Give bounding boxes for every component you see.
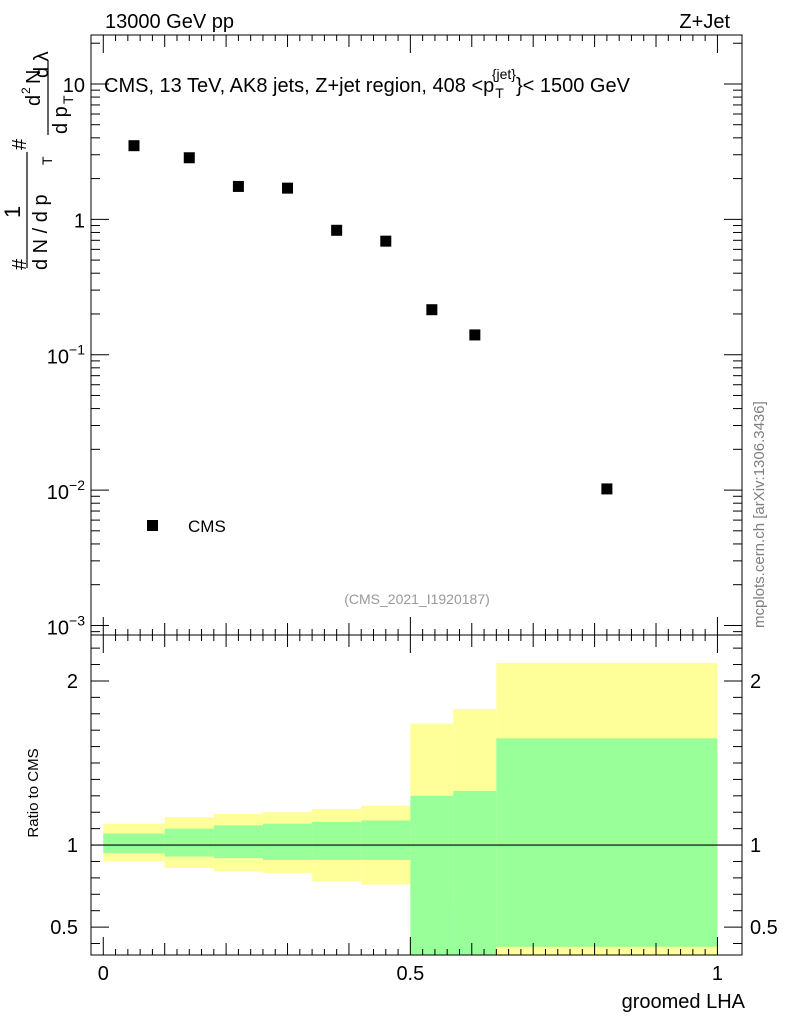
data-point — [469, 329, 481, 341]
stat-band-bin — [361, 820, 411, 860]
svg-text:T: T — [60, 95, 76, 104]
ratio-x-tick-labels: 0 0.5 1 — [98, 963, 723, 985]
main-y-tick-labels: 10 1 10−1 10−2 10−3 — [47, 75, 85, 639]
svg-text:N: N — [23, 70, 45, 84]
svg-text:#: # — [9, 138, 31, 150]
ratio-y-tick-label: 0.5 — [50, 917, 78, 939]
data-point — [601, 483, 613, 495]
ratio-y-tick-label-right: 1 — [750, 835, 761, 857]
main-y-tick-label: 10−1 — [47, 342, 85, 369]
svg-text:#: # — [9, 258, 31, 270]
stat-band-bin — [103, 833, 165, 854]
stat-band-bin — [410, 795, 454, 955]
svg-text:10−1: 10−1 — [47, 342, 85, 369]
ratio-y-axis-label: Ratio to CMS — [25, 748, 42, 837]
main-y-tick-label: 10−2 — [47, 477, 85, 504]
main-y-tick-label: 10−3 — [47, 612, 85, 639]
svg-text:10−3: 10−3 — [47, 612, 85, 639]
main-y-tick-label: 10 — [63, 75, 85, 97]
main-y-axis-label: # 1 d N / d p T # d 2 N d p T d λ — [0, 51, 76, 270]
x-tick-label: 1 — [712, 963, 723, 985]
data-point — [183, 152, 195, 164]
svg-text:d: d — [23, 95, 45, 106]
svg-text:2: 2 — [19, 87, 33, 94]
svg-text:1: 1 — [0, 206, 25, 218]
header-right: Z+Jet — [679, 11, 730, 33]
data-point — [232, 180, 244, 192]
x-tick-label: 0.5 — [396, 963, 424, 985]
data-point — [128, 140, 140, 152]
x-axis-label: groomed LHA — [622, 991, 746, 1013]
x-tick-label: 0 — [98, 963, 109, 985]
legend-marker-cms — [147, 520, 158, 531]
svg-text:d p: d p — [50, 106, 72, 134]
ratio-panel-frame — [90, 634, 743, 956]
main-y-tick-label: 1 — [74, 210, 85, 232]
ratio-y-tick-label-right: 2 — [750, 671, 761, 693]
data-point — [426, 304, 438, 316]
legend-label-cms: CMS — [188, 517, 226, 536]
data-point — [380, 235, 392, 247]
stat-band-bin — [453, 790, 497, 955]
watermark: mcplots.cern.ch [arXiv:1306.3436] — [751, 401, 768, 628]
ratio-axis-ticks — [91, 635, 742, 955]
main-title: CMS, 13 TeV, AK8 jets, Z+jet region, 408… — [104, 66, 631, 101]
data-point — [282, 182, 294, 194]
stat-band-bin — [262, 823, 313, 860]
header-left: 13000 GeV pp — [105, 11, 234, 33]
svg-text:10−2: 10−2 — [47, 477, 85, 504]
svg-text:d λ: d λ — [31, 51, 53, 78]
svg-text:d N / d p: d N / d p — [30, 194, 52, 270]
analysis-id: (CMS_2021_I1920187) — [344, 591, 490, 607]
ratio-y-tick-label: 1 — [67, 835, 78, 857]
svg-text:1: 1 — [74, 210, 85, 232]
ratio-y-tick-label: 2 — [67, 671, 78, 693]
main-axis-ticks — [91, 35, 742, 635]
ratio-bands — [103, 662, 718, 955]
ratio-y-tick-label-right: 0.5 — [750, 917, 778, 939]
main-panel-frame — [90, 34, 743, 636]
stat-band-bin — [213, 825, 263, 859]
ratio-y-tick-labels: 0.5 0.5 1 1 2 2 — [50, 671, 778, 939]
stat-band-bin — [496, 738, 718, 947]
legend: CMS — [147, 517, 226, 536]
data-point — [331, 224, 343, 236]
data-points — [128, 140, 613, 495]
stat-band-bin — [312, 822, 362, 860]
svg-text:T: T — [39, 156, 55, 165]
stat-band-bin — [164, 828, 214, 857]
svg-text:10: 10 — [63, 75, 85, 97]
